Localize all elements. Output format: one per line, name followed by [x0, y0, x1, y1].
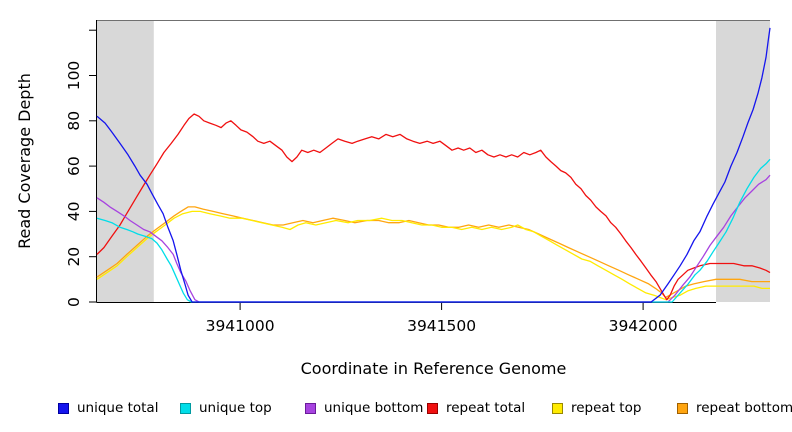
y-tick-label: 100 [65, 61, 83, 91]
y-tick-label: 60 [65, 156, 83, 176]
series-line-repeat-total [96, 113, 771, 301]
series-line-unique-bottom [96, 174, 771, 303]
series-line-repeat-top [96, 210, 770, 301]
y-tick-label: 40 [65, 202, 83, 222]
series-line-repeat-bottom [96, 206, 770, 299]
y-axis-label: Read Coverage Depth [15, 73, 34, 249]
shaded-region [716, 20, 770, 302]
x-tick-label: 3941500 [407, 317, 476, 335]
x-tick-label: 3942000 [609, 317, 678, 335]
x-tick-label: 3941000 [206, 317, 275, 335]
series-line-unique-total [96, 27, 771, 303]
shaded-region [97, 20, 154, 302]
y-tick-label: 0 [65, 297, 83, 307]
series-line-unique-top [96, 158, 771, 303]
y-tick-label: 20 [65, 247, 83, 267]
y-tick-label: 80 [65, 111, 83, 131]
x-axis-label: Coordinate in Reference Genome [300, 359, 567, 378]
